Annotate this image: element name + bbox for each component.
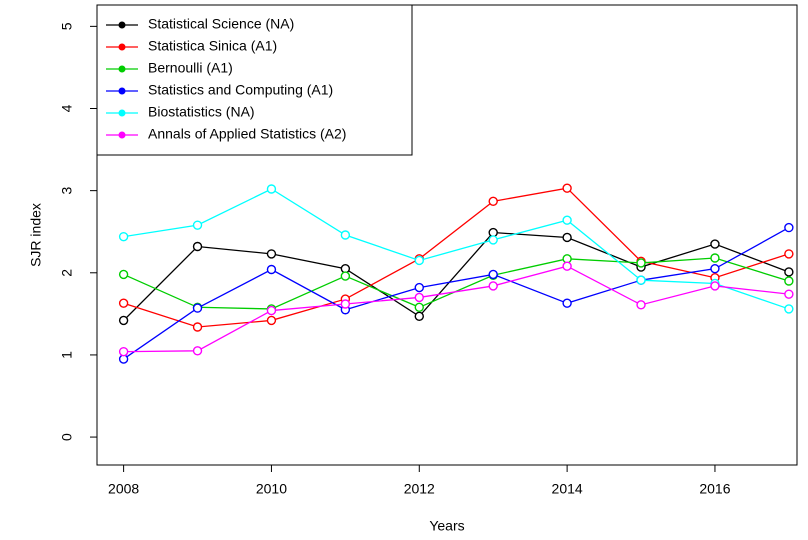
- legend-marker: [118, 43, 126, 51]
- data-point: [784, 267, 794, 277]
- data-point: [562, 298, 572, 308]
- data-point: [562, 215, 572, 225]
- y-tick-label: 1: [59, 351, 75, 359]
- y-tick-label: 5: [59, 22, 75, 30]
- data-point: [414, 255, 424, 266]
- data-point: [266, 305, 277, 316]
- data-point: [488, 196, 498, 207]
- legend-marker: [118, 65, 126, 73]
- data-point: [192, 220, 203, 230]
- data-point: [710, 253, 720, 263]
- data-point: [192, 241, 203, 252]
- series-line: [123, 188, 790, 310]
- legend-marker: [118, 21, 126, 29]
- series-line: [123, 265, 789, 353]
- data-point: [192, 303, 203, 313]
- data-point: [488, 269, 498, 280]
- legend-label: Biostatistics (NA): [148, 104, 255, 120]
- legend-label: Statistical Science (NA): [148, 16, 294, 32]
- legend-marker: [118, 109, 126, 117]
- legend-marker: [118, 87, 126, 95]
- data-point: [414, 302, 424, 312]
- data-point: [710, 239, 720, 249]
- series-line: [123, 231, 790, 321]
- data-point: [784, 304, 794, 314]
- x-axis-label: Years: [429, 518, 464, 534]
- y-tick-label: 0: [59, 433, 75, 441]
- data-point: [340, 299, 351, 309]
- legend-label: Annals of Applied Statistics (A2): [148, 126, 346, 142]
- y-axis-label: SJR index: [28, 203, 44, 267]
- plot-frame: [96, 4, 798, 466]
- data-point: [414, 282, 424, 293]
- y-tick-label: 3: [59, 187, 75, 195]
- data-point: [784, 289, 794, 299]
- data-point: [784, 276, 794, 286]
- x-tick-label: 2016: [699, 481, 730, 497]
- legend-marker: [118, 131, 126, 139]
- data-point: [784, 222, 794, 233]
- data-point: [192, 346, 203, 356]
- legend-label: Statistica Sinica (A1): [148, 38, 277, 54]
- y-tick-label: 2: [59, 269, 75, 277]
- x-tick-label: 2012: [404, 481, 435, 497]
- data-point: [562, 232, 572, 243]
- data-point: [710, 281, 720, 291]
- legend-frame: [96, 4, 413, 156]
- data-point: [266, 315, 277, 326]
- data-point: [710, 263, 720, 274]
- x-tick-label: 2008: [108, 481, 139, 497]
- data-point: [488, 281, 498, 291]
- data-point: [118, 315, 129, 326]
- data-point: [340, 230, 351, 240]
- series-line: [123, 187, 790, 328]
- x-tick-label: 2010: [256, 481, 287, 497]
- data-point: [414, 311, 424, 322]
- data-point: [192, 322, 203, 332]
- data-point: [266, 184, 277, 194]
- data-point: [414, 292, 424, 303]
- data-point: [636, 300, 646, 310]
- data-point: [488, 235, 498, 245]
- data-point: [340, 271, 351, 281]
- data-point: [784, 249, 794, 259]
- data-point: [562, 183, 572, 193]
- legend-label: Statistics and Computing (A1): [148, 82, 333, 98]
- data-point: [636, 258, 646, 268]
- data-point: [118, 269, 129, 280]
- data-point: [636, 275, 646, 285]
- data-point: [118, 346, 129, 357]
- data-point: [266, 249, 277, 259]
- series-line: [123, 227, 790, 360]
- series-line: [123, 257, 790, 310]
- data-point: [562, 261, 572, 271]
- data-point: [118, 231, 129, 242]
- data-point: [266, 264, 277, 275]
- x-tick-label: 2014: [552, 481, 583, 497]
- data-point: [118, 298, 129, 308]
- y-tick-label: 4: [59, 104, 75, 112]
- legend-label: Bernoulli (A1): [148, 60, 233, 76]
